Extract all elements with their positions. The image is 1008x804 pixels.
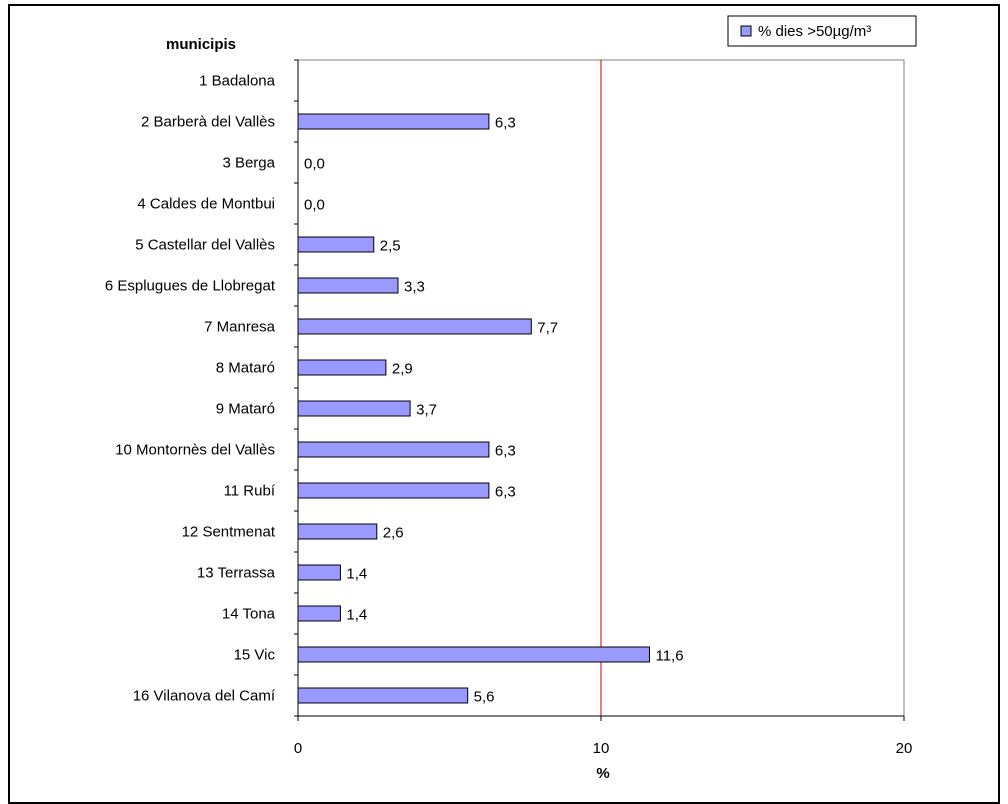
x-tick-label: 20 [896, 740, 913, 757]
value-labels-group: 6,3 0,0 0,0 2,5 3,3 7,7 2,9 3,7 6,3 6,3 2,6 1,4 1,4 1… [304, 115, 684, 706]
bar [297, 236, 375, 253]
value-label: 3,3 [404, 279, 425, 296]
bar [297, 400, 411, 417]
category-label: 5 Castellar del Vallès [135, 237, 275, 254]
bar [297, 277, 399, 294]
category-label: 9 Mataró [216, 401, 275, 418]
value-label: 5,6 [474, 689, 495, 706]
value-label: 3,7 [416, 402, 437, 419]
category-label: 1 Badalona [199, 73, 276, 90]
bar [297, 359, 387, 376]
x-axis-title: % [596, 765, 609, 782]
legend-label: % dies >50µg/m³ [758, 23, 871, 40]
bar [297, 482, 490, 499]
category-label: 8 Mataró [216, 360, 275, 377]
value-label: 1,4 [346, 607, 367, 624]
bar [297, 113, 490, 130]
category-label: 14 Tona [222, 606, 276, 623]
category-label: 13 Terrassa [197, 565, 276, 582]
category-label: 4 Caldes de Montbui [137, 196, 275, 213]
legend: % dies >50µg/m³ [727, 15, 917, 47]
value-label: 2,9 [392, 361, 413, 378]
y-axis-title: municipis [166, 36, 236, 53]
category-label: 10 Montornès del Vallès [115, 442, 275, 459]
category-label: 12 Sentmenat [182, 524, 276, 541]
bar [297, 646, 650, 663]
value-label: 2,6 [383, 525, 404, 542]
value-label: 2,5 [380, 238, 401, 255]
category-label: 7 Manresa [204, 319, 276, 336]
bar [297, 605, 341, 622]
category-label: 16 Vilanova del Camí [133, 688, 276, 705]
category-label: 2 Barberà del Vallès [141, 114, 275, 131]
category-label: 11 Rubí [224, 483, 276, 500]
bar-chart: 6,3 0,0 0,0 2,5 3,3 7,7 2,9 3,7 6,3 6,3 2,6 1,4 1,4 1… [105, 15, 917, 782]
bar [297, 687, 469, 704]
legend-swatch [740, 25, 752, 37]
category-labels-group: 1 Badalona 2 Barberà del Vallès 3 Berga 4 C… [105, 73, 276, 705]
bar [297, 523, 378, 540]
y-axis [294, 59, 299, 717]
x-tick-label: 10 [593, 740, 610, 757]
value-label: 6,3 [495, 443, 516, 460]
category-label: 15 Vic [234, 647, 276, 664]
category-label: 3 Berga [222, 155, 275, 172]
value-label: 6,3 [495, 484, 516, 501]
x-axis: 0 10 20 [294, 715, 913, 757]
value-label: 0,0 [304, 197, 325, 214]
x-tick-label: 0 [294, 740, 302, 757]
value-label: 1,4 [346, 566, 367, 583]
value-label: 0,0 [304, 156, 325, 173]
value-label: 7,7 [537, 320, 558, 337]
legend-box [727, 15, 917, 47]
bar [297, 441, 490, 458]
bar [297, 318, 532, 335]
bar [297, 564, 341, 581]
value-label: 6,3 [495, 115, 516, 132]
category-label: 6 Esplugues de Llobregat [105, 278, 276, 295]
bars-group [297, 113, 650, 704]
value-label: 11,6 [655, 648, 683, 665]
